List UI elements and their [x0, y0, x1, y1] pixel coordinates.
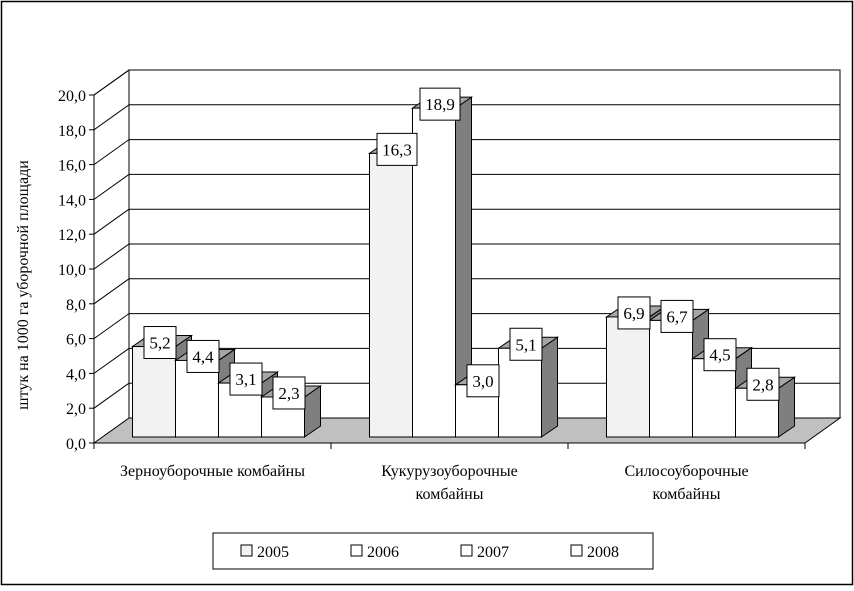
- bar-front: [606, 316, 650, 438]
- gridline-diagonal: [93, 139, 130, 166]
- legend-label: 2007: [477, 544, 509, 561]
- y-tick-label: 14,0: [58, 192, 86, 209]
- data-label-text: 16,3: [382, 140, 412, 159]
- legend: 2005 2006 2007 2008: [212, 532, 654, 570]
- data-label-box: [419, 87, 461, 121]
- axes: [89, 69, 806, 449]
- data-label-text: 4,4: [192, 347, 214, 366]
- legend-swatch: [570, 544, 583, 557]
- data-label-box: [376, 132, 418, 166]
- data-label-box: [746, 367, 780, 401]
- data-label: 16,3: [376, 132, 418, 166]
- bar-front: [132, 346, 176, 438]
- legend-item-2005: 2005: [240, 544, 289, 561]
- legend-item-2006: 2006: [350, 544, 399, 561]
- gridline-diagonal: [93, 313, 130, 340]
- category-labels: Зерноуборочные комбайны Кукурузоуборочные…: [120, 463, 749, 503]
- y-tick-label: 12,0: [58, 227, 86, 244]
- x-category-label: Зерноуборочные комбайны: [120, 463, 305, 480]
- data-label-text: 5,2: [149, 334, 170, 353]
- data-label: 2,8: [746, 367, 780, 401]
- y-tick-label: 20,0: [58, 88, 86, 105]
- data-label-text: 3,0: [472, 372, 493, 391]
- data-label: 6,7: [660, 299, 694, 333]
- legend-swatch: [240, 544, 253, 557]
- data-label: 3,0: [466, 364, 500, 398]
- bar-front: [692, 358, 736, 438]
- y-tick-label: 18,0: [58, 123, 86, 140]
- data-label: 4,4: [186, 339, 220, 373]
- gridline-diagonal: [93, 173, 130, 200]
- bar-side: [541, 336, 558, 438]
- legend-label: 2006: [367, 544, 399, 561]
- gridline-diagonal: [93, 104, 130, 131]
- data-label-box: [143, 326, 177, 360]
- bar-2008: [496, 336, 560, 438]
- gridline-diagonal: [93, 243, 130, 270]
- data-label: 5,1: [509, 327, 543, 361]
- data-label-box: [272, 376, 306, 410]
- data-label-text: 4,5: [709, 346, 730, 365]
- y-tick-label: 4,0: [66, 366, 86, 383]
- data-label-text: 5,1: [515, 335, 536, 354]
- data-label-box: [229, 362, 263, 396]
- data-label-text: 2,3: [278, 384, 299, 403]
- data-label: 18,9: [419, 87, 461, 121]
- y-tick-label: 16,0: [58, 158, 86, 175]
- y-axis-label: штук на 1000 га уборочной площади: [15, 160, 32, 410]
- bar-front: [498, 347, 542, 438]
- data-label: 6,9: [617, 296, 651, 330]
- gridline-diagonal: [93, 347, 130, 374]
- data-label-box: [186, 339, 220, 373]
- y-tick-label: 8,0: [66, 297, 86, 314]
- data-labels: 5,2 4,4 3,1 2,3 16,3 18,9 3,0 5,1 6,9 6,7 4,5 2,8: [143, 87, 780, 410]
- data-label-box: [509, 327, 543, 361]
- data-label: 3,1: [229, 362, 263, 396]
- bar-front: [649, 319, 693, 438]
- legend-label: 2008: [587, 544, 619, 561]
- data-label-box: [703, 338, 737, 372]
- data-label-box: [617, 296, 651, 330]
- y-tick-label: 10,0: [58, 262, 86, 279]
- bar-front: [369, 152, 413, 438]
- gridline-diagonal: [93, 208, 130, 235]
- x-category-label: комбайны: [416, 486, 484, 503]
- data-label-box: [660, 299, 694, 333]
- legend-item-2008: 2008: [570, 544, 619, 561]
- data-label-text: 6,7: [666, 307, 688, 326]
- gridline-diagonal: [93, 382, 130, 409]
- data-label: 5,2: [143, 326, 177, 360]
- bars: [130, 96, 797, 438]
- data-label-text: 3,1: [235, 370, 256, 389]
- legend-item-2007: 2007: [460, 544, 509, 561]
- legend-swatch: [460, 544, 473, 557]
- x-category-label: Силосоуборочные: [624, 463, 748, 480]
- y-tick-labels: 0,0 2,0 4,0 6,0 8,0 10,0 12,0 14,0 16,0 18,0 20,0: [58, 88, 86, 453]
- y-tick-label: 0,0: [66, 436, 86, 453]
- bar-front: [412, 107, 456, 438]
- legend-label: 2005: [257, 544, 289, 561]
- data-label: 4,5: [703, 338, 737, 372]
- bar-2006: [410, 96, 474, 438]
- y-tick-label: 6,0: [66, 332, 86, 349]
- data-label-text: 18,9: [425, 95, 455, 114]
- data-label-box: [466, 364, 500, 398]
- gridline-diagonal: [93, 278, 130, 305]
- y-tick-label: 2,0: [66, 401, 86, 418]
- wall-top-edge: [93, 69, 130, 96]
- legend-swatch: [350, 544, 363, 557]
- x-category-label: комбайны: [653, 486, 721, 503]
- x-category-label: Кукурузоуборочные: [381, 463, 517, 480]
- data-label-text: 6,9: [623, 304, 644, 323]
- data-label-text: 2,8: [752, 375, 773, 394]
- data-label: 2,3: [272, 376, 306, 410]
